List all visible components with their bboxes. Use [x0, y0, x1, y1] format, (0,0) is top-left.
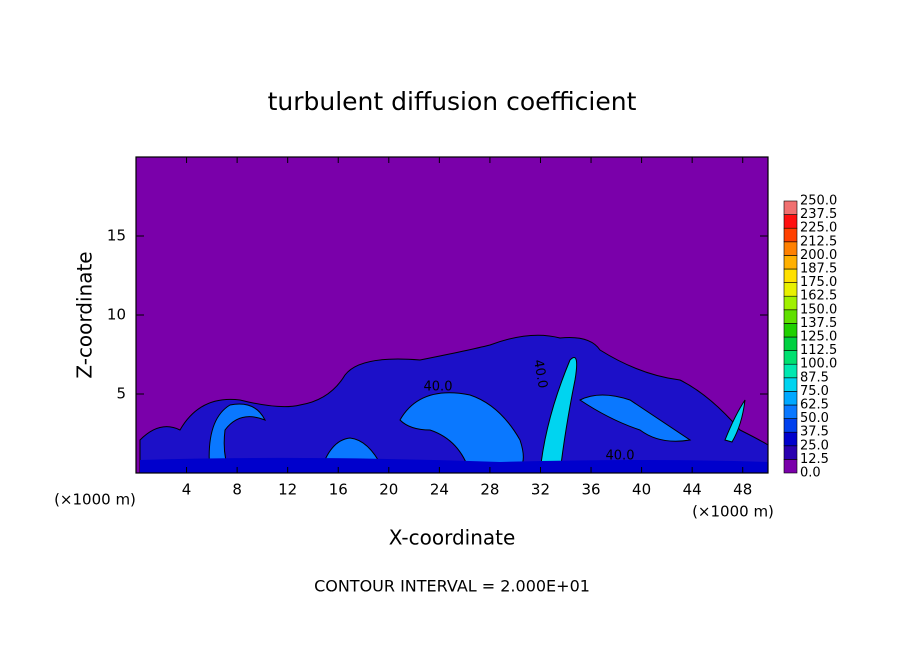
- x-tick-label: 28: [480, 481, 499, 499]
- field-region: [539, 357, 578, 474]
- x-tick-label: 32: [531, 481, 550, 499]
- colorbar-label: 25.0: [800, 438, 829, 453]
- contour-label: 40.0: [530, 358, 550, 389]
- x-tick-label: 4: [182, 481, 192, 499]
- colorbar-label: 162.5: [800, 289, 837, 304]
- colorbar-swatch: [783, 214, 798, 229]
- field: [139, 334, 769, 474]
- colorbar-label: 75.0: [800, 384, 829, 399]
- x-tick-label: 12: [278, 481, 297, 499]
- x-tick-label: 36: [581, 481, 600, 499]
- colorbar-label: 37.5: [800, 425, 829, 440]
- colorbar-label: 87.5: [800, 370, 829, 385]
- y-tick-label: 10: [107, 306, 126, 324]
- y-axis-label: Z-coordinate: [73, 251, 97, 378]
- colorbar-swatch: [783, 227, 798, 243]
- field-region: [140, 457, 768, 473]
- x-axis-label: X-coordinate: [389, 526, 516, 550]
- x-tick-label: 24: [430, 481, 449, 499]
- x-tick-label: 8: [232, 481, 242, 499]
- colorbar-swatch: [783, 363, 798, 379]
- colorbar-swatch: [783, 431, 798, 447]
- chart-title: turbulent diffusion coefficient: [268, 87, 637, 116]
- colorbar-swatch: [783, 404, 798, 419]
- contour-label: 40.0: [424, 380, 453, 395]
- colorbar-label: 225.0: [800, 221, 837, 236]
- x-tick-label: 40: [632, 481, 651, 499]
- colorbar-swatch: [783, 391, 798, 406]
- y-tick-label: 15: [107, 227, 126, 245]
- x-tick-label: 44: [683, 481, 702, 499]
- colorbar-swatch: [783, 459, 798, 474]
- colorbar-label: 12.5: [800, 452, 829, 467]
- colorbar-swatch: [783, 241, 798, 256]
- colorbar-swatch: [783, 445, 798, 460]
- x-unit-label: (×1000 m): [692, 503, 774, 521]
- colorbar-swatch: [783, 200, 798, 215]
- colorbar-swatch: [783, 295, 798, 311]
- colorbar-swatch: [783, 336, 798, 351]
- colorbar-swatch: [783, 350, 798, 365]
- colorbar-swatch: [783, 282, 798, 297]
- colorbar-swatch: [783, 377, 798, 392]
- field-region: [579, 394, 692, 442]
- x-tick-label: 48: [733, 481, 752, 499]
- x-tick-label: 16: [329, 481, 348, 499]
- field-region: [399, 392, 524, 474]
- colorbar-label: 62.5: [800, 398, 829, 413]
- colorbar-swatch: [783, 418, 798, 433]
- colorbar-label: 50.0: [800, 411, 829, 426]
- contour-interval-note: CONTOUR INTERVAL = 2.000E+01: [314, 577, 590, 596]
- colorbar-swatch: [783, 268, 798, 283]
- x-tick-label: 20: [379, 481, 398, 499]
- colorbar-label: 175.0: [800, 275, 837, 290]
- colorbar-label: 112.5: [800, 343, 837, 358]
- field-region: [724, 399, 746, 443]
- colorbar-label: 100.0: [800, 357, 837, 372]
- colorbar-label: 212.5: [800, 234, 837, 249]
- colorbar-swatch: [783, 255, 798, 270]
- colorbar-label: 237.5: [800, 207, 837, 222]
- colorbar-swatch: [783, 323, 798, 338]
- colorbar-swatch: [783, 309, 798, 324]
- colorbar-label: 137.5: [800, 316, 837, 331]
- colorbar-label: 187.5: [800, 262, 837, 277]
- y-tick-label: 5: [116, 385, 126, 403]
- colorbar-label: 0.0: [800, 466, 821, 481]
- colorbar-label: 200.0: [800, 248, 837, 263]
- field-region: [208, 403, 267, 474]
- colorbar-label: 125.0: [800, 330, 837, 345]
- colorbar-label: 250.0: [800, 194, 837, 209]
- x-unit-label: (×1000 m): [54, 491, 136, 509]
- contour-label: 40.0: [606, 449, 635, 464]
- colorbar-label: 150.0: [800, 302, 837, 317]
